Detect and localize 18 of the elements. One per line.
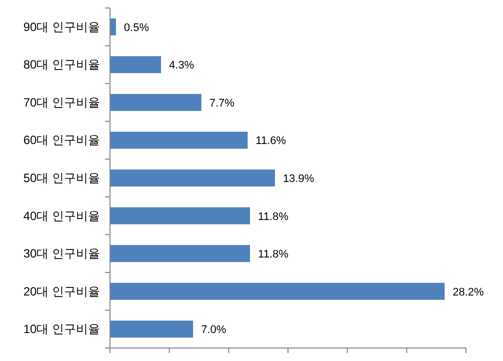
data-label: 28.2%: [452, 286, 484, 298]
data-label: 4.3%: [169, 60, 194, 72]
y-tick-label: 60대 인구비율: [23, 133, 100, 148]
data-label: 11.6%: [256, 135, 286, 148]
y-tick-label: 10대 인구비율: [23, 322, 100, 336]
data-label: 7.0%: [201, 324, 226, 336]
y-tick-label: 20대 인구비율: [23, 284, 100, 298]
y-tick-label: 50대 인구비율: [23, 171, 100, 185]
y-tick-label: 30대 인구비율: [23, 246, 100, 261]
y-tick-label: 90대 인구비율: [23, 20, 100, 34]
y-tick-label: 80대 인구비율: [23, 58, 100, 72]
data-label: 11.8%: [258, 248, 289, 261]
data-label: 13.9%: [282, 173, 314, 185]
data-label: 11.8%: [258, 210, 289, 223]
data-label: 0.5%: [124, 22, 150, 34]
y-tick-label: 70대 인구비율: [23, 95, 100, 110]
y-tick-label: 40대 인구비율: [23, 208, 100, 223]
data-label: 7.7%: [209, 97, 235, 110]
